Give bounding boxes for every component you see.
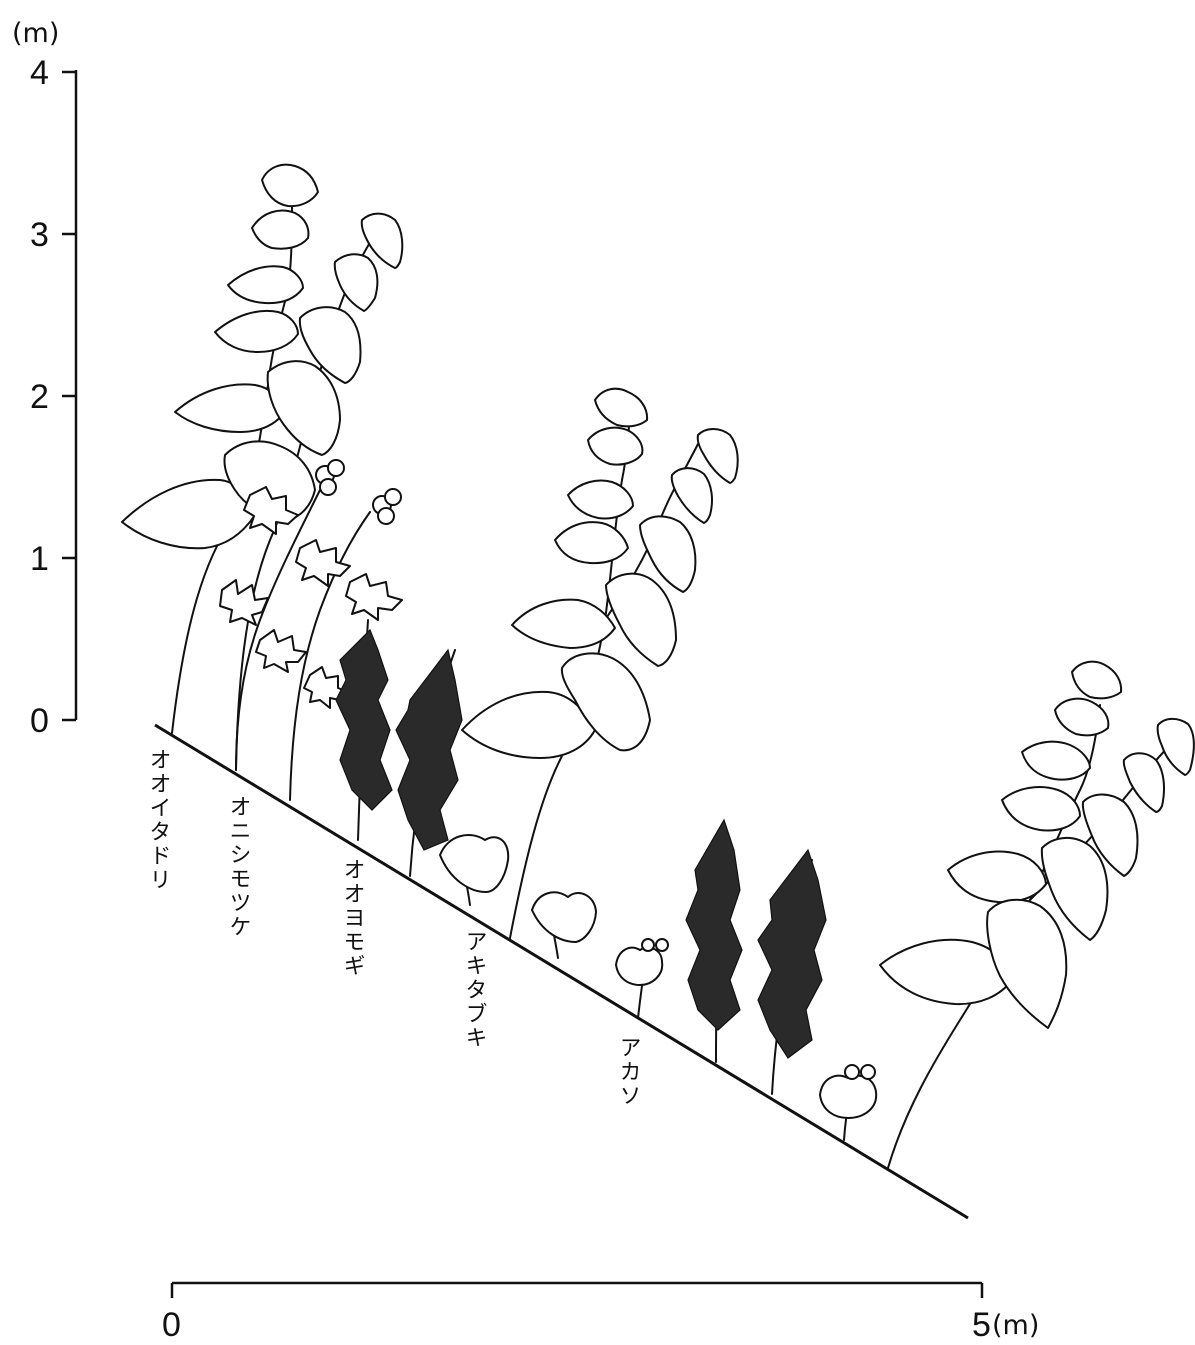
species-label-ooitadori: オオイタドリ <box>146 748 171 892</box>
plant-ooitadori-right <box>879 660 1195 1169</box>
height-axis: (m) 4 3 2 1 0 <box>12 18 78 740</box>
plant-onishimotsuke-left <box>219 459 403 801</box>
scale-unit-label: (m) <box>992 1310 1039 1341</box>
scale-end-label: 5 <box>972 1306 991 1344</box>
plant-ooitadori-left <box>121 163 404 771</box>
height-axis-unit: (m) <box>12 18 59 49</box>
height-tick-label: 4 <box>30 54 49 92</box>
species-labels: オオイタドリ オニシモツケ オオヨモギ アキタブキ アカソ <box>146 748 641 1108</box>
plant-akaso-middle <box>615 938 669 1019</box>
species-label-ooyomogi: オオヨモギ <box>340 858 365 978</box>
plant-akaso-right <box>819 1064 878 1141</box>
species-label-onishimotsuke: オニシモツケ <box>226 795 251 939</box>
ground-slope-line <box>154 723 969 1220</box>
species-label-akitabuki: アキタブキ <box>462 930 487 1050</box>
horizontal-scale-bar: 0 5 (m) <box>162 1281 1039 1344</box>
height-tick-label: 1 <box>30 540 49 578</box>
species-label-akaso: アカソ <box>616 1036 641 1108</box>
height-tick-label: 0 <box>30 702 49 740</box>
height-tick-label: 2 <box>30 378 49 416</box>
plant-akitabuki <box>439 834 597 959</box>
plant-ooitadori-middle <box>461 387 739 939</box>
scale-start-label: 0 <box>162 1306 181 1344</box>
plant-ooyomogi-left <box>335 619 463 877</box>
height-tick-label: 3 <box>30 216 49 254</box>
plant-ooyomogi-middle <box>685 818 827 1095</box>
